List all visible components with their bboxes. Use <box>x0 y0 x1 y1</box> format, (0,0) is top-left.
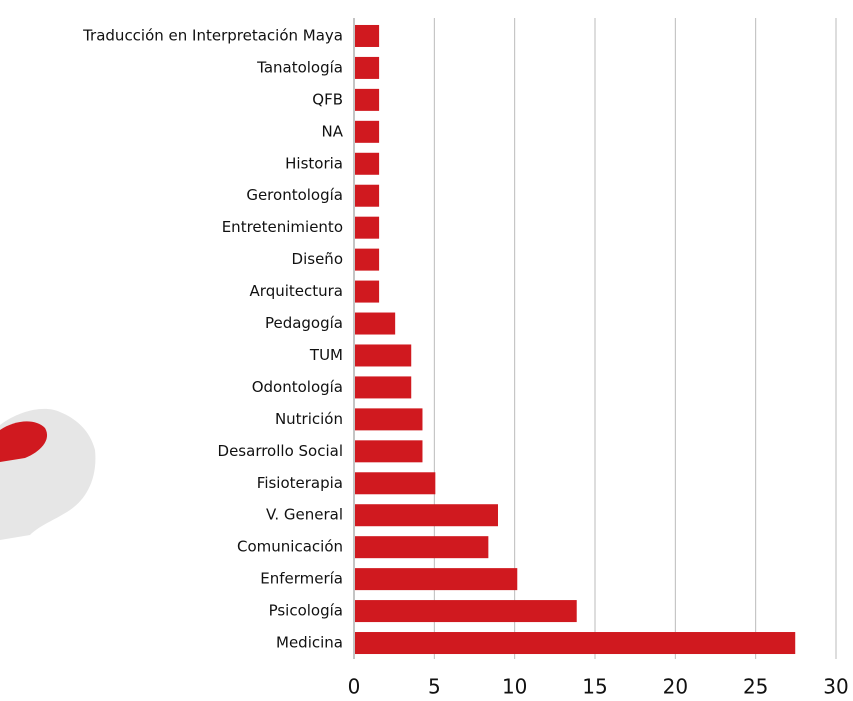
y-tick-label: Comunicación <box>237 538 343 556</box>
bar <box>355 120 380 143</box>
y-tick-label: V. General <box>266 506 343 524</box>
x-tick-label: 15 <box>582 675 607 699</box>
y-tick-label: Odontología <box>252 378 343 396</box>
y-tick-label: Arquitectura <box>250 282 343 300</box>
bar <box>355 408 423 431</box>
bar <box>355 568 518 591</box>
x-tick-label: 5 <box>428 675 441 699</box>
bar <box>355 504 498 527</box>
y-tick-label: Medicina <box>276 634 343 652</box>
bar <box>355 216 380 239</box>
bar <box>355 88 380 111</box>
x-tick-label: 0 <box>348 675 361 699</box>
y-tick-label: Psicología <box>269 602 343 620</box>
bar <box>355 184 380 207</box>
y-tick-label: Desarrollo Social <box>218 442 343 460</box>
y-tick-label: Historia <box>285 154 343 172</box>
bar <box>355 24 380 47</box>
x-tick-label: 20 <box>663 675 688 699</box>
y-tick-label: Diseño <box>292 250 343 268</box>
bar <box>355 312 396 335</box>
bar <box>355 536 489 559</box>
bar <box>355 472 436 495</box>
bar <box>355 248 380 271</box>
y-tick-label: Fisioterapia <box>257 474 343 492</box>
bar <box>355 344 412 367</box>
y-tick-label: Gerontología <box>246 186 343 204</box>
y-tick-label: NA <box>322 122 344 140</box>
y-tick-label: Pedagogía <box>265 314 343 332</box>
bar <box>355 632 796 655</box>
y-tick-label: Enfermería <box>260 570 343 588</box>
x-tick-label: 25 <box>743 675 768 699</box>
x-tick-label: 10 <box>502 675 527 699</box>
bar <box>355 152 380 175</box>
bar <box>355 600 577 623</box>
y-tick-label: Traducción en Interpretación Maya <box>82 26 343 44</box>
x-tick-label: 30 <box>823 675 848 699</box>
y-tick-label: Tanatología <box>256 58 343 76</box>
y-tick-label: Nutrición <box>275 410 343 428</box>
bar <box>355 376 412 399</box>
y-tick-label: TUM <box>309 346 343 364</box>
y-tick-label: Entretenimiento <box>222 218 343 236</box>
y-tick-label: QFB <box>312 90 343 108</box>
decoration <box>0 408 96 540</box>
bar <box>355 280 380 303</box>
bar <box>355 56 380 79</box>
decoration-shape <box>0 421 48 462</box>
bar <box>355 440 423 463</box>
